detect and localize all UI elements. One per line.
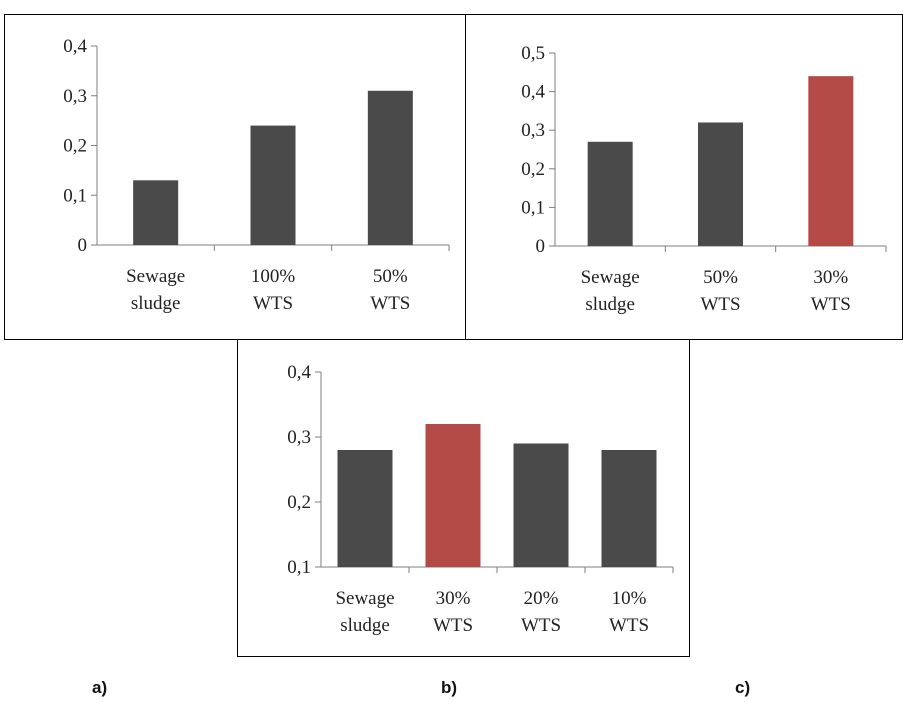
caption-c: c)	[735, 678, 751, 697]
x-category-label: 100%	[251, 266, 296, 287]
y-tick-label: 0,1	[63, 185, 87, 206]
x-category-label: sludge	[340, 615, 390, 636]
bar-c-2	[513, 443, 569, 567]
chart-a-svg: 0 0,1 0,2 0,3 0,4 Sewage sludge 100% WTS 50% WTS	[63, 36, 450, 314]
x-category-label: Sewage	[581, 267, 640, 288]
x-category-label: 30%	[813, 267, 848, 288]
chart-panel-a: 0 0,1 0,2 0,3 0,4 Sewage sludge 100% WTS 50% WTS	[4, 14, 466, 340]
y-tick-label: 0,3	[287, 427, 311, 448]
x-category-label: sludge	[131, 293, 181, 314]
bar-a-2	[367, 90, 413, 246]
bar-c-1	[425, 424, 481, 567]
x-category-label: WTS	[811, 294, 851, 315]
y-tick-label: 0,1	[287, 557, 311, 578]
x-category-label: WTS	[521, 615, 561, 636]
bar-b-1	[698, 122, 743, 246]
caption-a: a)	[92, 678, 108, 697]
x-category-label: WTS	[700, 294, 740, 315]
y-tick-label: 0	[78, 235, 88, 256]
bar-b-2	[808, 76, 854, 246]
y-tick-label: 0,1	[521, 197, 545, 218]
chart-panel-c: 0,1 0,2 0,3 0,4 Sewage sludge 30% WTS 20% WTS 10% W…	[237, 339, 690, 657]
y-tick-label: 0,4	[63, 36, 87, 57]
chart-panel-b: 0 0,1 0,2 0,3 0,4 0,5 Sewage sludge 50% WTS 30% WTS	[465, 14, 903, 340]
caption-b: b)	[441, 678, 458, 697]
bar-c-3	[601, 450, 657, 567]
bar-a-1	[250, 125, 296, 245]
bar-a-0	[133, 180, 179, 245]
x-category-label: 50%	[373, 266, 408, 287]
y-tick-label: 0,3	[521, 120, 545, 141]
x-category-label: 10%	[612, 588, 647, 609]
chart-c-svg: 0,1 0,2 0,3 0,4 Sewage sludge 30% WTS 20% WTS 10% W…	[287, 362, 674, 636]
y-tick-label: 0,2	[287, 492, 311, 513]
x-category-label: WTS	[609, 615, 649, 636]
y-tick-label: 0	[536, 236, 546, 257]
y-tick-label: 0,2	[63, 136, 87, 157]
x-category-label: 20%	[524, 588, 559, 609]
bar-c-0	[337, 450, 393, 567]
x-category-label: WTS	[433, 615, 473, 636]
x-category-label: Sewage	[126, 266, 185, 287]
x-category-label: WTS	[253, 293, 293, 314]
y-tick-label: 0,3	[63, 86, 87, 107]
x-category-label: 30%	[436, 588, 471, 609]
x-category-label: 50%	[703, 267, 738, 288]
x-category-label: sludge	[585, 294, 635, 315]
chart-b-svg: 0 0,1 0,2 0,3 0,4 0,5 Sewage sludge 50% WTS 30% WTS	[521, 43, 887, 315]
y-tick-label: 0,2	[521, 159, 545, 180]
y-tick-label: 0,4	[287, 362, 311, 383]
y-tick-label: 0,4	[521, 82, 545, 103]
x-category-label: Sewage	[335, 588, 394, 609]
y-tick-label: 0,5	[521, 43, 545, 64]
x-category-label: WTS	[370, 293, 410, 314]
bar-b-0	[587, 141, 633, 246]
